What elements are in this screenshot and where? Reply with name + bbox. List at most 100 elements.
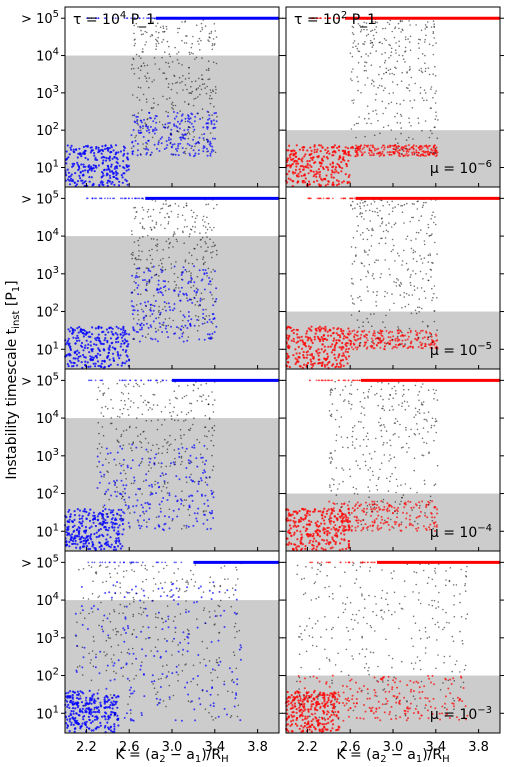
data-point: [135, 382, 137, 385]
data-point: [211, 294, 213, 296]
data-point: [395, 52, 397, 54]
data-point: [187, 508, 189, 511]
data-point: [89, 536, 92, 540]
data-point: [78, 147, 81, 150]
data-point: [100, 362, 103, 365]
data-point: [142, 324, 145, 326]
data-point: [80, 517, 84, 520]
mu-label: μ = 10−6: [430, 159, 492, 177]
data-point: [144, 437, 147, 440]
data-point: [214, 270, 216, 273]
data-point: [343, 533, 346, 536]
data-point: [128, 443, 130, 445]
data-point: [102, 184, 105, 187]
data-point: [404, 408, 407, 411]
data-point: [192, 138, 195, 141]
data-point: [372, 332, 375, 335]
data-point: [384, 295, 386, 298]
data-point: [202, 225, 205, 227]
data-point: [384, 326, 386, 329]
data-point: [301, 146, 304, 149]
data-point: [355, 334, 358, 337]
data-point: [385, 107, 387, 109]
data-point: [124, 501, 127, 504]
tau-label: τ = 102 P_1: [294, 10, 376, 28]
data-point: [145, 141, 148, 144]
data-point: [287, 346, 290, 349]
data-point: [161, 331, 164, 333]
data-point: [286, 181, 289, 184]
data-point: [203, 146, 206, 149]
data-point: [168, 492, 171, 495]
data-point: [366, 122, 368, 124]
data-point: [294, 151, 297, 154]
data-point: [209, 291, 212, 294]
scatter-points: [284, 17, 439, 188]
data-point: [197, 315, 200, 318]
data-point: [145, 419, 148, 422]
data-point: [171, 519, 174, 522]
data-point: [81, 520, 84, 523]
x-ticks: [85, 365, 259, 369]
data-point: [142, 480, 145, 483]
data-point: [391, 387, 393, 390]
data-point: [126, 183, 129, 186]
data-point: [118, 532, 121, 535]
data-point: [432, 296, 434, 299]
data-point: [122, 160, 125, 163]
data-point: [302, 350, 305, 354]
data-point: [83, 181, 86, 184]
data-point: [294, 348, 297, 351]
data-point: [157, 419, 159, 421]
data-point: [140, 460, 143, 463]
data-point: [308, 523, 311, 527]
data-point: [88, 379, 90, 382]
data-point: [103, 365, 106, 369]
data-point: [158, 31, 160, 34]
data-point: [187, 137, 190, 140]
data-point: [433, 398, 435, 400]
data-point: [430, 335, 433, 338]
data-point: [151, 266, 153, 269]
data-point: [100, 326, 103, 329]
data-point: [399, 281, 402, 284]
data-point: [150, 420, 153, 422]
data-point: [111, 523, 114, 526]
data-point: [321, 361, 324, 364]
data-point: [188, 315, 190, 318]
data-point: [423, 243, 426, 246]
y-tick-label: > 105: [21, 371, 59, 389]
data-point: [162, 203, 165, 205]
data-point: [378, 508, 381, 511]
data-point: [296, 512, 299, 515]
data-point: [344, 399, 346, 401]
data-point: [368, 249, 371, 251]
data-point: [424, 120, 427, 122]
data-point: [151, 220, 154, 222]
data-point: [385, 430, 388, 432]
data-point: [176, 149, 179, 152]
data-point: [152, 17, 155, 20]
data-point: [141, 48, 144, 50]
data-point: [409, 487, 412, 490]
data-point: [393, 422, 396, 424]
data-point: [215, 298, 218, 300]
data-point: [215, 36, 218, 38]
data-point: [170, 443, 172, 446]
data-point: [172, 108, 174, 110]
data-point: [138, 524, 141, 527]
data-point: [169, 241, 171, 244]
data-point: [180, 328, 183, 331]
data-point: [318, 173, 321, 176]
data-point: [151, 107, 153, 110]
data-point: [370, 154, 373, 157]
data-point: [326, 355, 330, 358]
data-point: [206, 483, 209, 486]
data-point: [147, 470, 150, 473]
data-point: [97, 421, 100, 424]
data-point: [149, 457, 152, 460]
data-point: [204, 87, 206, 89]
data-point: [137, 293, 140, 296]
data-point: [424, 38, 427, 41]
data-point: [341, 524, 343, 527]
